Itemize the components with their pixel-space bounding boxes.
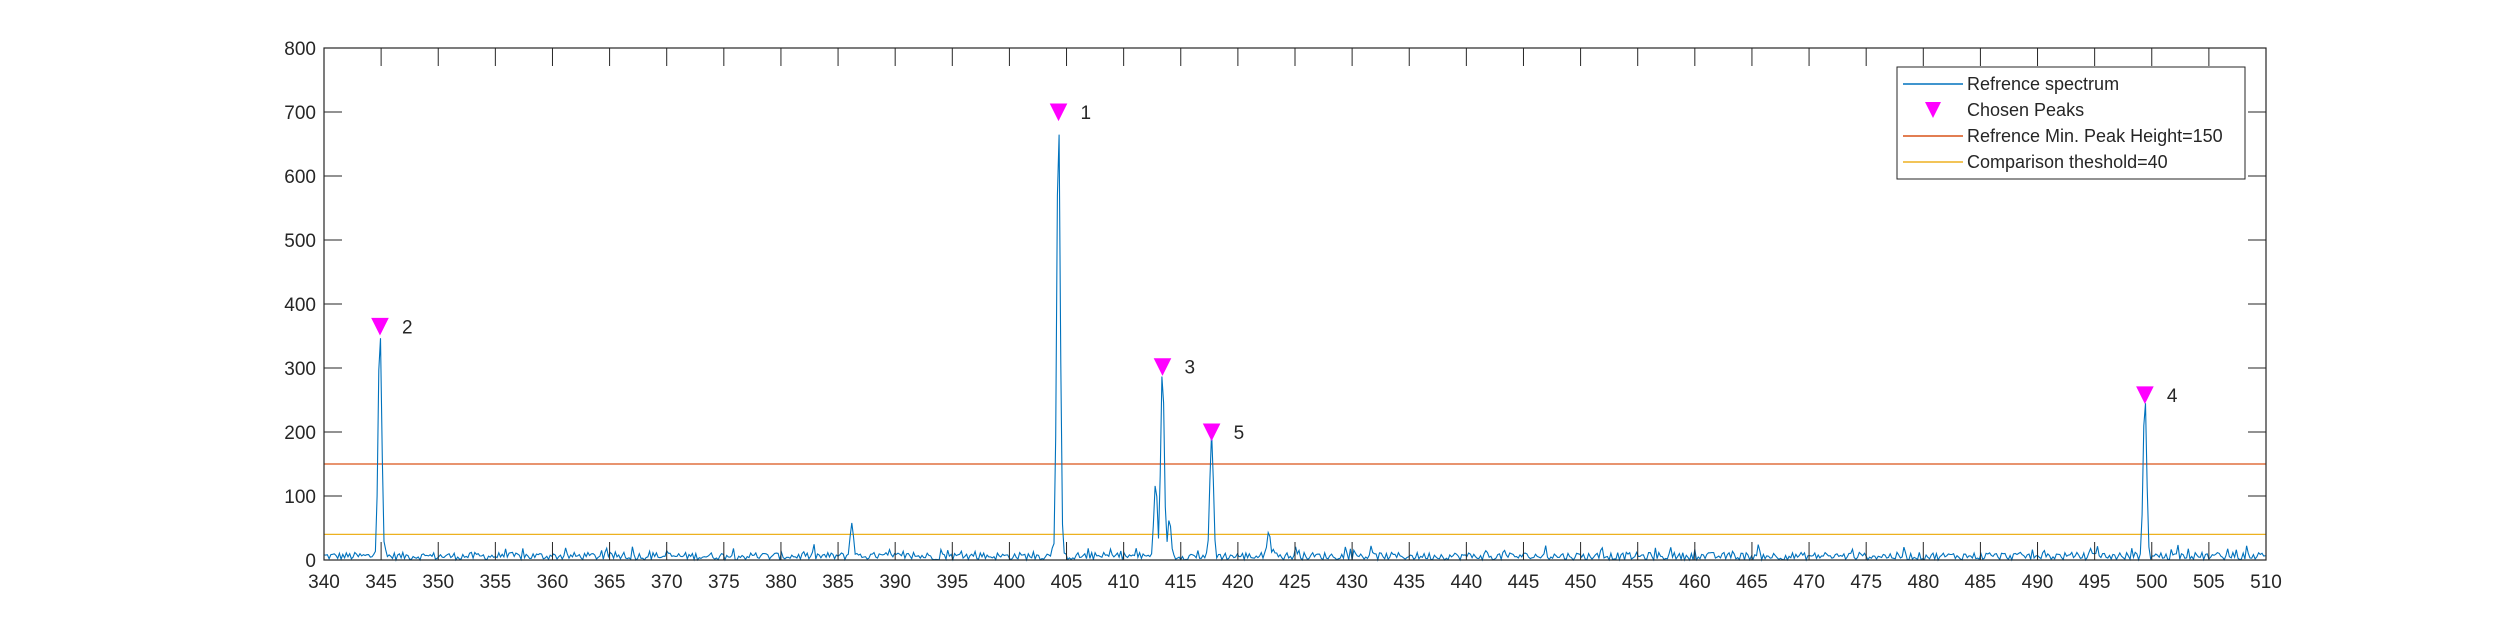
x-tick-label: 500	[2136, 572, 2168, 593]
legend: Refrence spectrum Chosen Peaks Refrence M…	[1896, 66, 2246, 180]
x-tick-label: 440	[1451, 572, 1483, 593]
axis-ticks: 340 345 350 355 360 365 370 375 380 385 390 395 400 4…	[284, 39, 2282, 593]
x-tick-label: 475	[1850, 572, 1882, 593]
peak-label: 4	[2167, 386, 2178, 407]
x-tick-label: 495	[2079, 572, 2111, 593]
x-tick-label: 370	[651, 572, 683, 593]
chosen-peak-marker	[2136, 386, 2154, 404]
y-tick-label: 300	[284, 359, 316, 380]
y-tick-label: 700	[284, 103, 316, 124]
x-tick-label: 425	[1279, 572, 1311, 593]
peak-label: 2	[402, 317, 413, 338]
chosen-peak-markers: 1 2 3 4 5	[371, 103, 2178, 444]
x-tick-label: 350	[422, 572, 454, 593]
x-tick-label: 480	[1907, 572, 1939, 593]
x-tick-label: 460	[1679, 572, 1711, 593]
y-tick-label: 400	[284, 295, 316, 316]
x-tick-label: 390	[879, 572, 911, 593]
x-tick-label: 365	[594, 572, 626, 593]
chosen-peak-marker	[1202, 423, 1221, 442]
x-tick-label: 470	[1793, 572, 1825, 593]
legend-box	[1896, 66, 2246, 180]
legend-label: Chosen Peaks	[1967, 100, 2084, 120]
x-tick-label: 465	[1736, 572, 1768, 593]
x-tick-label: 410	[1108, 572, 1140, 593]
x-tick-label: 405	[1051, 572, 1083, 593]
reference-lines	[324, 463, 2266, 536]
x-tick-label: 375	[708, 572, 740, 593]
x-tick-label: 450	[1565, 572, 1597, 593]
x-tick-label: 445	[1508, 572, 1540, 593]
x-tick-label: 505	[2193, 572, 2225, 593]
legend-label: Refrence Min. Peak Height=150	[1967, 126, 2223, 146]
peak-label: 1	[1081, 103, 1092, 124]
y-tick-label: 600	[284, 167, 316, 188]
y-tick-label: 200	[284, 423, 316, 444]
legend-label: Comparison theshold=40	[1967, 152, 2168, 172]
x-tick-label: 360	[537, 572, 569, 593]
x-tick-label: 385	[822, 572, 854, 593]
y-tick-label: 0	[305, 551, 316, 572]
legend-swatch-triangle	[1925, 102, 1941, 118]
x-tick-label: 380	[765, 572, 797, 593]
x-tick-label: 510	[2250, 572, 2282, 593]
y-tick-label: 100	[284, 487, 316, 508]
chosen-peak-marker	[371, 317, 389, 336]
spectrum-line	[323, 134, 2266, 562]
y-tick-label: 800	[284, 39, 316, 60]
x-tick-label: 490	[2022, 572, 2054, 593]
spectrum-series	[323, 134, 2266, 562]
legend-label: Refrence spectrum	[1967, 74, 2119, 94]
x-tick-label: 355	[480, 572, 512, 593]
x-tick-label: 485	[1965, 572, 1997, 593]
x-tick-label: 430	[1336, 572, 1368, 593]
peak-label: 5	[1234, 423, 1245, 444]
x-tick-label: 420	[1222, 572, 1254, 593]
x-tick-label: 400	[994, 572, 1026, 593]
x-tick-label: 340	[308, 572, 340, 593]
x-tick-label: 395	[936, 572, 968, 593]
chosen-peak-marker	[1049, 103, 1068, 122]
y-tick-label: 500	[284, 231, 316, 252]
x-tick-label: 435	[1393, 572, 1425, 593]
x-tick-label: 345	[365, 572, 397, 593]
peak-label: 3	[1184, 358, 1195, 379]
x-tick-label: 455	[1622, 572, 1654, 593]
chosen-peak-marker	[1153, 358, 1172, 376]
x-tick-label: 415	[1165, 572, 1197, 593]
